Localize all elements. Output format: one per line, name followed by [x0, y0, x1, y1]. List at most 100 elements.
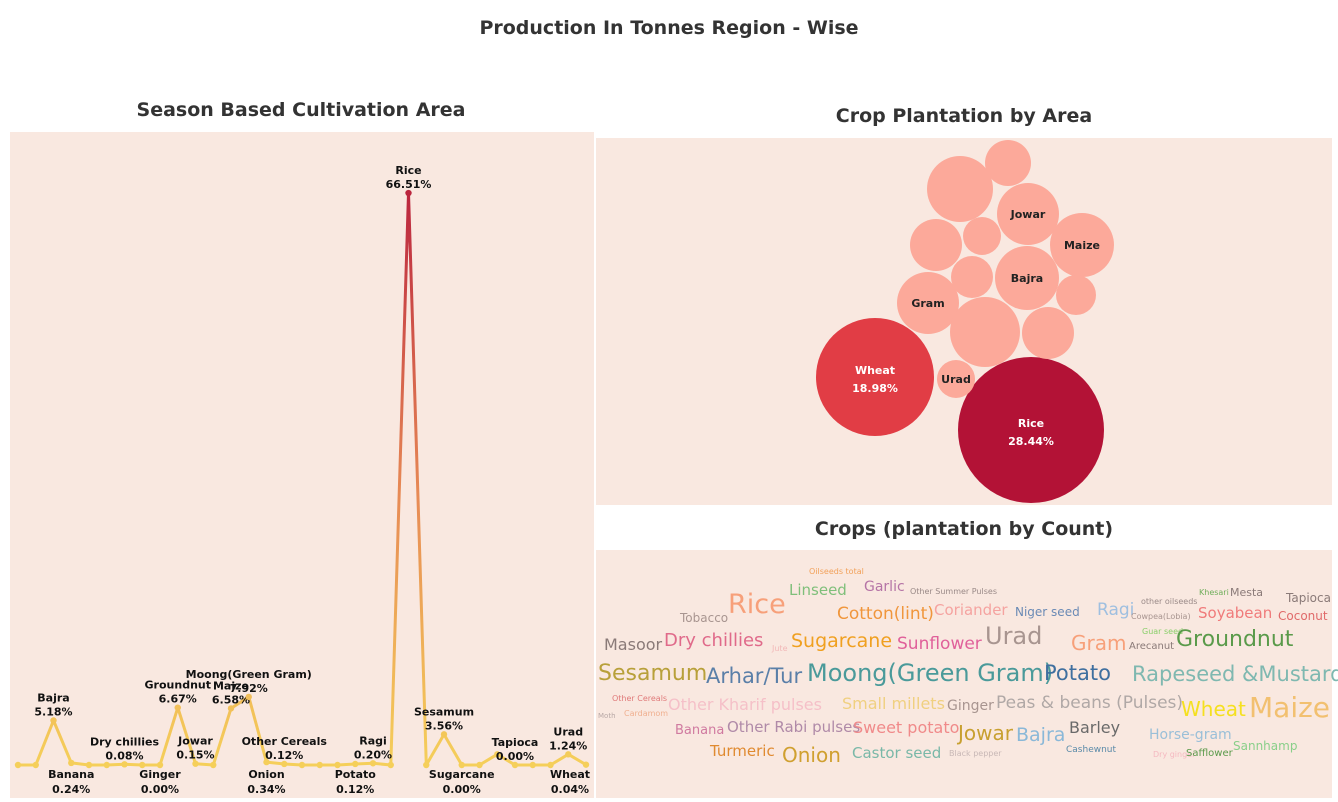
cloud-word[interactable]: Tobacco [680, 611, 729, 625]
line-point[interactable] [352, 760, 359, 768]
cloud-word[interactable]: Cardamom [624, 709, 669, 718]
bubble[interactable] [985, 140, 1031, 186]
cloud-word[interactable]: Niger seed [1015, 605, 1080, 619]
line-point[interactable] [298, 761, 306, 769]
line-point[interactable] [281, 760, 288, 768]
cloud-word[interactable]: Castor seed [852, 744, 942, 762]
line-point[interactable] [582, 761, 590, 768]
cloud-word[interactable]: Maize [1249, 691, 1331, 724]
bubble[interactable] [958, 357, 1104, 503]
line-point[interactable] [121, 761, 128, 768]
bubble[interactable] [950, 297, 1020, 367]
bubble[interactable] [927, 156, 993, 222]
line-point[interactable] [405, 189, 412, 197]
cloud-word[interactable]: Wheat [1181, 697, 1246, 721]
cloud-word[interactable]: Arhar/Tur [706, 664, 803, 688]
cloud-word[interactable]: Guar seed [1142, 627, 1184, 636]
cloud-word[interactable]: Safflower [1186, 748, 1233, 759]
line-point[interactable] [547, 761, 554, 769]
cloud-word[interactable]: Rice [728, 589, 786, 620]
line-point[interactable] [50, 717, 57, 724]
cloud-word[interactable]: Horse-gram [1149, 727, 1232, 743]
line-point[interactable] [192, 760, 199, 767]
line-point[interactable] [103, 761, 110, 769]
bubble[interactable] [997, 183, 1059, 245]
cloud-word[interactable]: Arecanut [1129, 641, 1175, 652]
cloud-word[interactable]: Sugarcane [791, 630, 893, 652]
line-point[interactable] [458, 761, 465, 769]
line-point[interactable] [85, 761, 93, 769]
cloud-word[interactable]: Linseed [789, 581, 847, 599]
line-point[interactable] [68, 759, 75, 767]
cloud-word[interactable]: Other Rabi pulses [727, 718, 861, 736]
bubble[interactable] [1050, 213, 1114, 277]
cloud-word[interactable]: Tapioca [1286, 591, 1331, 605]
cloud-word[interactable]: Potato [1044, 661, 1111, 685]
cloud-word[interactable]: Cashewnut [1066, 745, 1117, 755]
cloud-word[interactable]: Cotton(lint) [837, 604, 934, 624]
cloud-word[interactable]: Masoor [604, 635, 663, 654]
bubble[interactable] [963, 217, 1001, 255]
cloud-word[interactable]: Sesamum [598, 661, 708, 686]
cloud-word[interactable]: Small millets [842, 694, 945, 713]
line-point[interactable] [316, 761, 323, 769]
line-point[interactable] [263, 758, 270, 766]
cloud-word[interactable]: Garlic [864, 579, 905, 595]
cloud-word[interactable]: Oilseeds total [809, 567, 864, 576]
cloud-word[interactable]: Groundnut [1176, 627, 1294, 652]
cloud-word[interactable]: Peas & beans (Pulses) [996, 693, 1184, 713]
cloud-word[interactable]: Other Kharif pulses [668, 695, 822, 714]
bubble[interactable] [910, 219, 962, 271]
line-point[interactable] [387, 761, 394, 769]
line-point[interactable] [156, 761, 164, 769]
bubble[interactable] [937, 360, 975, 398]
cloud-word[interactable]: Sunflower [897, 634, 982, 654]
line-point[interactable] [511, 761, 519, 769]
cloud-word[interactable]: Turmeric [710, 742, 775, 760]
cloud-word[interactable]: Khesari [1199, 588, 1229, 597]
line-point[interactable] [369, 760, 377, 767]
line-point[interactable] [32, 761, 39, 769]
cloud-word[interactable]: Sannhamp [1233, 739, 1298, 753]
bubble[interactable] [897, 272, 959, 334]
bubble[interactable] [1022, 307, 1074, 359]
line-point[interactable] [174, 704, 181, 711]
bubble[interactable] [951, 256, 993, 298]
line-point[interactable] [210, 761, 217, 769]
cloud-word[interactable]: Dry ginger [1153, 750, 1196, 759]
cloud-word[interactable]: Gram [1071, 631, 1127, 655]
bubble[interactable] [1056, 275, 1096, 315]
line-point[interactable] [227, 705, 235, 712]
cloud-word[interactable]: Jowar [958, 721, 1013, 745]
cloud-word[interactable]: Jute [772, 644, 788, 653]
cloud-word[interactable]: Banana [675, 723, 725, 738]
cloud-word[interactable]: Ginger [947, 698, 994, 714]
cloud-word[interactable]: Barley [1069, 718, 1121, 737]
cloud-word[interactable]: Soyabean [1198, 604, 1273, 622]
line-point[interactable] [139, 761, 146, 769]
line-point[interactable] [494, 751, 501, 758]
cloud-word[interactable]: Bajra [1016, 724, 1066, 746]
cloud-word[interactable]: Ragi [1097, 600, 1135, 620]
line-point[interactable] [529, 761, 536, 769]
cloud-word[interactable]: Dry chillies [664, 630, 764, 651]
cloud-word[interactable]: Urad [985, 622, 1043, 650]
line-point[interactable] [334, 761, 341, 769]
line-point[interactable] [476, 761, 483, 769]
cloud-word[interactable]: Onion [782, 743, 841, 767]
line-point[interactable] [565, 751, 572, 758]
bubble[interactable] [995, 246, 1059, 310]
cloud-word[interactable]: Moth [598, 712, 616, 720]
bubble[interactable] [816, 318, 934, 436]
cloud-word[interactable]: other oilseeds [1141, 597, 1198, 606]
cloud-word[interactable]: Moong(Green Gram) [807, 659, 1054, 687]
cloud-word[interactable]: Sweet potato [853, 718, 960, 737]
line-point[interactable] [423, 761, 430, 769]
cloud-word[interactable]: Cowpea(Lobia) [1131, 612, 1191, 621]
cloud-word[interactable]: Other Cereals [612, 694, 668, 703]
cloud-word[interactable]: Rapeseed &Mustard [1132, 662, 1338, 686]
line-point[interactable] [14, 761, 22, 769]
cloud-word[interactable]: Black pepper [949, 749, 1002, 758]
cloud-word[interactable]: Coconut [1278, 609, 1328, 623]
cloud-word[interactable]: Other Summer Pulses [910, 587, 997, 596]
